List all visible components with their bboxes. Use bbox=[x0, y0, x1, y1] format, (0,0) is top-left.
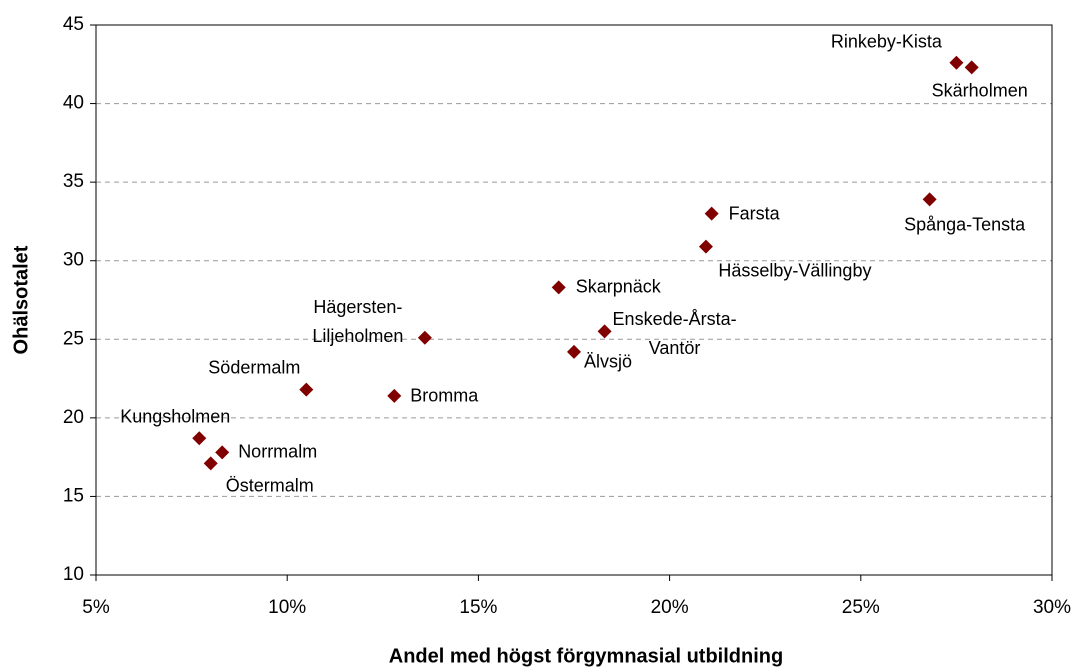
point-label: Södermalm bbox=[208, 357, 301, 378]
x-tick-label: 25% bbox=[842, 597, 880, 618]
data-point bbox=[192, 431, 207, 446]
y-tick-label: 40 bbox=[63, 93, 84, 114]
point-label: Östermalm bbox=[225, 475, 314, 496]
x-tick-label: 20% bbox=[651, 597, 689, 618]
point-label: Norrmalm bbox=[238, 441, 318, 462]
data-point bbox=[698, 239, 713, 254]
data-point bbox=[567, 344, 581, 359]
data-point bbox=[203, 456, 218, 471]
data-point bbox=[387, 388, 402, 403]
x-tick-label: 30% bbox=[1033, 597, 1071, 618]
data-point bbox=[551, 280, 566, 295]
point-label: Rinkeby-Kista bbox=[830, 31, 942, 52]
y-tick-label: 45 bbox=[63, 14, 84, 35]
y-tick-label: 30 bbox=[63, 250, 84, 271]
data-point bbox=[215, 445, 230, 460]
point-label: Enskede-Årsta- Vantör bbox=[612, 309, 737, 359]
data-point bbox=[597, 324, 612, 339]
y-tick-label: 20 bbox=[63, 407, 84, 428]
y-tick-label: 10 bbox=[63, 564, 84, 585]
y-tick-label: 15 bbox=[63, 485, 84, 506]
point-label: Skärholmen bbox=[931, 80, 1028, 101]
data-point bbox=[704, 206, 719, 221]
data-point bbox=[417, 330, 432, 345]
data-point bbox=[949, 55, 964, 70]
data-point bbox=[299, 382, 314, 397]
plot-frame bbox=[95, 24, 1053, 576]
x-tick-label: 10% bbox=[268, 597, 306, 618]
y-tick-label: 25 bbox=[63, 328, 84, 349]
data-point bbox=[964, 60, 979, 75]
point-label: Hägersten- Liljeholmen bbox=[312, 296, 404, 346]
point-label: Skarpnäck bbox=[575, 276, 661, 297]
data-point bbox=[922, 192, 937, 207]
point-label: Kungsholmen bbox=[120, 406, 231, 427]
x-tick-label: 5% bbox=[82, 597, 110, 618]
point-label: Farsta bbox=[728, 203, 780, 224]
y-tick-label: 35 bbox=[63, 171, 84, 192]
point-label: Spånga-Tensta bbox=[904, 214, 1026, 235]
point-label: Älvsjö bbox=[584, 351, 633, 372]
point-label: Hässelby-Vällingby bbox=[718, 260, 872, 281]
x-axis-label: Andel med högst förgymnasial utbildning bbox=[389, 645, 783, 667]
x-tick-label: 15% bbox=[459, 597, 497, 618]
point-label: Bromma bbox=[410, 385, 479, 406]
y-axis-label: Ohälsotalet bbox=[10, 245, 32, 354]
